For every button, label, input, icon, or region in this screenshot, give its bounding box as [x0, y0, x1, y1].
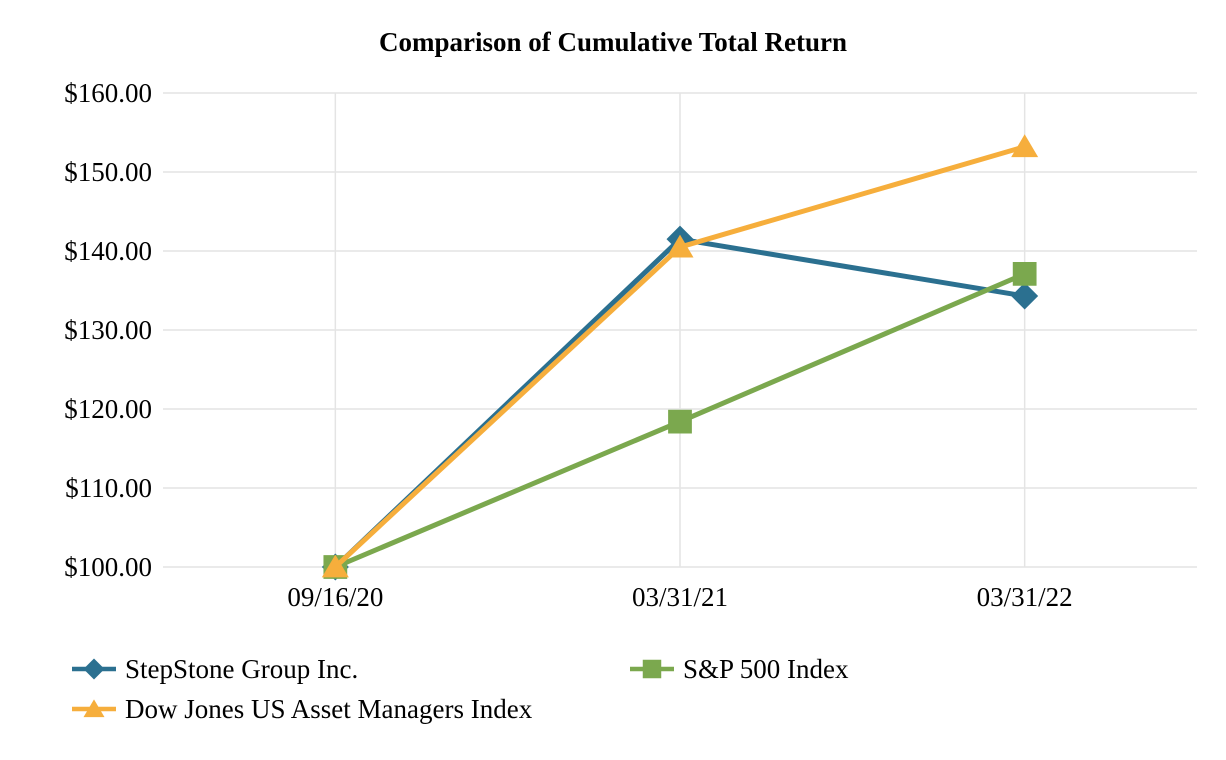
y-axis-tick-label: $130.00	[64, 315, 152, 345]
x-axis-tick-label: 09/16/20	[287, 582, 384, 612]
legend-item-s-p-500-index: S&P 500 Index	[630, 654, 849, 684]
diamond-marker-icon	[72, 658, 116, 680]
x-axis-tick-label: 03/31/22	[976, 582, 1073, 612]
legend-item-stepstone-group-inc: StepStone Group Inc.	[72, 654, 358, 684]
square-marker-icon	[668, 409, 692, 434]
y-axis-tick-label: $150.00	[64, 157, 152, 187]
y-axis-tick-label: $160.00	[64, 78, 152, 108]
x-axis-tick-label: 03/31/21	[631, 582, 728, 612]
square-marker-icon	[1012, 262, 1037, 286]
triangle-marker-icon	[321, 554, 349, 578]
square-marker-icon	[630, 659, 674, 679]
chart-title: Comparison of Cumulative Total Return	[378, 27, 848, 57]
y-axis-tick-label: $140.00	[64, 236, 152, 266]
legend-label: StepStone Group Inc.	[125, 654, 359, 684]
y-axis-tick-label: $110.00	[65, 473, 152, 503]
legend-label: S&P 500 Index	[683, 654, 849, 684]
y-axis-tick-label: $100.00	[64, 552, 152, 582]
triangle-marker-icon	[666, 234, 694, 258]
legend-label: Dow Jones US Asset Managers Index	[125, 694, 533, 724]
y-axis-tick-label: $120.00	[64, 394, 152, 424]
diamond-marker-icon	[1011, 282, 1039, 310]
triangle-marker-icon	[1011, 134, 1039, 158]
triangle-marker-icon	[72, 699, 116, 718]
legend-item-dow-jones-us-asset-managers-index: Dow Jones US Asset Managers Index	[72, 694, 532, 724]
